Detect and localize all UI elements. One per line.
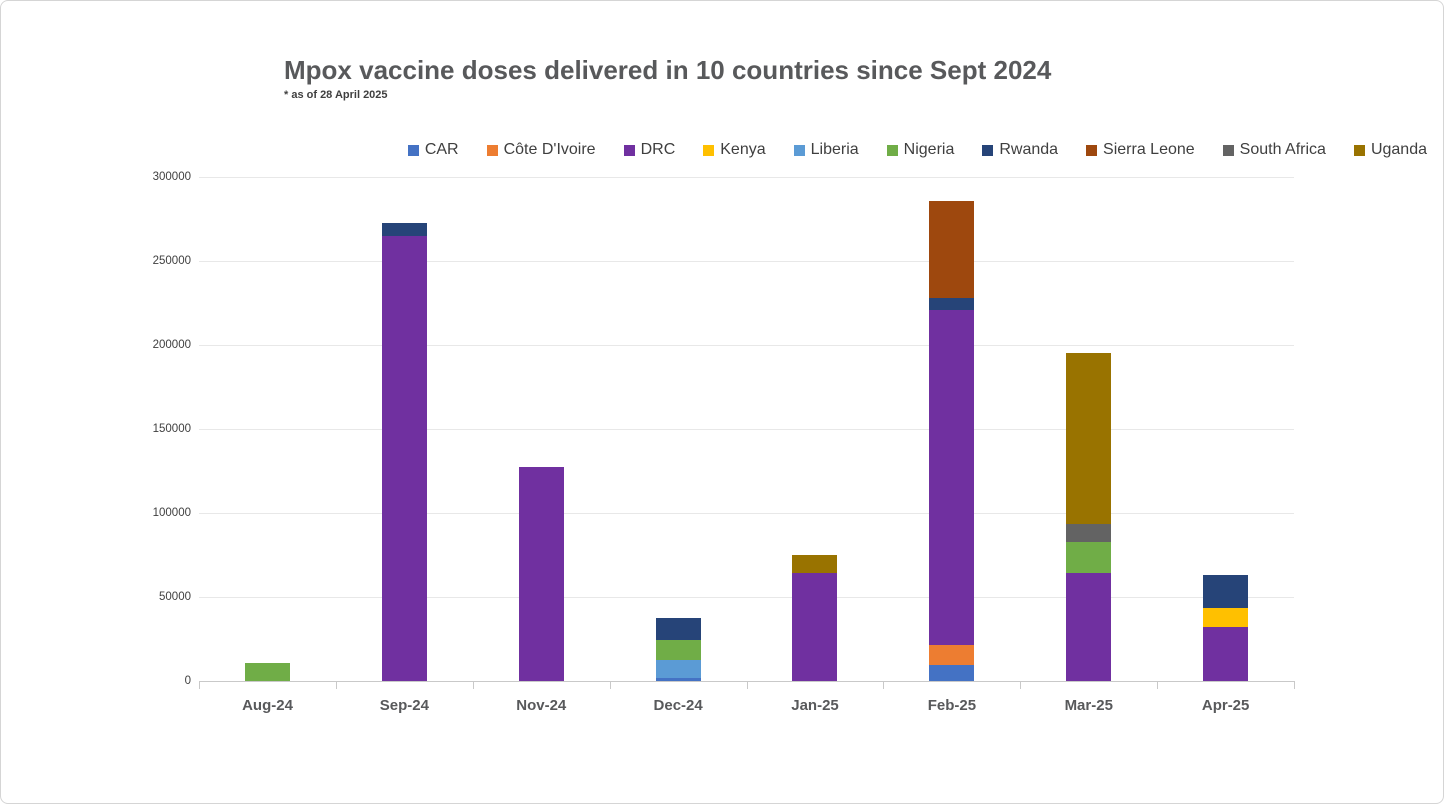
legend-item-nigeria[interactable]: Nigeria bbox=[886, 141, 955, 159]
bar-segment-c-te-d-ivoire-feb-25[interactable] bbox=[929, 644, 975, 666]
bar-segment-uganda-mar-25[interactable] bbox=[1066, 353, 1112, 524]
legend-item-drc[interactable]: DRC bbox=[623, 141, 676, 159]
bar-segment-drc-feb-25[interactable] bbox=[929, 309, 975, 645]
legend-item-liberia[interactable]: Liberia bbox=[793, 141, 859, 159]
bar-segment-drc-nov-24[interactable] bbox=[518, 466, 564, 681]
chart-title: Mpox vaccine doses delivered in 10 count… bbox=[284, 55, 1052, 85]
legend-item-uganda[interactable]: Uganda bbox=[1353, 141, 1427, 159]
y-axis-tick-label: 50000 bbox=[159, 591, 191, 603]
x-axis-tick bbox=[199, 681, 200, 689]
gridline bbox=[199, 261, 1294, 262]
bar-segment-nigeria-dec-24[interactable] bbox=[655, 639, 701, 660]
x-axis-tick bbox=[609, 681, 611, 689]
bar-apr-25 bbox=[1203, 177, 1249, 681]
x-axis-tick bbox=[1157, 681, 1159, 689]
bar-segment-drc-sep-24[interactable] bbox=[381, 235, 427, 681]
legend-item-kenya[interactable]: Kenya bbox=[703, 141, 766, 159]
bar-segment-rwanda-feb-25[interactable] bbox=[929, 297, 975, 310]
x-axis-label-jan-25: Jan-25 bbox=[791, 697, 839, 714]
bar-mar-25 bbox=[1066, 177, 1112, 681]
legend-label: Kenya bbox=[720, 141, 766, 158]
bar-dec-24 bbox=[655, 177, 701, 681]
legend-label: CAR bbox=[424, 141, 459, 158]
legend-label: Rwanda bbox=[999, 141, 1059, 158]
legend-label: Côte D'Ivoire bbox=[503, 141, 596, 158]
legend-swatch-icon bbox=[623, 144, 635, 156]
bar-segment-south-africa-mar-25[interactable] bbox=[1066, 523, 1112, 543]
x-axis-label-feb-25: Feb-25 bbox=[927, 697, 977, 714]
bar-segment-nigeria-mar-25[interactable] bbox=[1066, 542, 1112, 573]
x-axis-tick bbox=[1020, 681, 1022, 689]
gridline bbox=[199, 177, 1294, 178]
legend-label: Liberia bbox=[810, 141, 859, 158]
gridline bbox=[199, 429, 1294, 430]
legend-swatch-icon bbox=[703, 144, 715, 156]
y-axis-tick-label: 200000 bbox=[152, 339, 191, 351]
legend-item-south-africa[interactable]: South Africa bbox=[1222, 141, 1326, 159]
x-axis-tick bbox=[335, 681, 337, 689]
y-axis-tick-label: 150000 bbox=[152, 423, 191, 435]
x-axis-label-sep-24: Sep-24 bbox=[379, 697, 429, 714]
x-axis-tick bbox=[1294, 681, 1295, 689]
bar-segment-drc-mar-25[interactable] bbox=[1066, 572, 1112, 681]
bar-segment-sierra-leone-feb-25[interactable] bbox=[929, 200, 975, 298]
gridline bbox=[199, 513, 1294, 514]
bar-nov-24 bbox=[518, 177, 564, 681]
y-axis-tick-label: 100000 bbox=[152, 507, 191, 519]
legend-swatch-icon bbox=[1222, 144, 1234, 156]
x-axis-label-mar-25: Mar-25 bbox=[1064, 697, 1113, 714]
legend-item-sierra-leone[interactable]: Sierra Leone bbox=[1086, 141, 1195, 159]
bar-segment-rwanda-apr-25[interactable] bbox=[1203, 575, 1249, 608]
legend-swatch-icon bbox=[793, 144, 805, 156]
legend-swatch-icon bbox=[1353, 144, 1365, 156]
bar-segment-drc-jan-25[interactable] bbox=[792, 572, 838, 681]
x-axis-label-dec-24: Dec-24 bbox=[653, 697, 703, 714]
bar-segment-drc-apr-25[interactable] bbox=[1203, 627, 1249, 681]
bar-segment-uganda-jan-25[interactable] bbox=[792, 555, 838, 573]
bar-segment-car-feb-25[interactable] bbox=[929, 665, 975, 681]
legend: CAR Côte D'Ivoire DRC Kenya Liberia Nigeria Rw… bbox=[1, 141, 1427, 159]
bar-sep-24 bbox=[381, 177, 427, 681]
legend-label: DRC bbox=[640, 141, 676, 158]
legend-swatch-icon bbox=[886, 144, 898, 156]
x-axis-tick bbox=[472, 681, 474, 689]
legend-label: Sierra Leone bbox=[1103, 141, 1195, 158]
y-axis-tick-label: 300000 bbox=[152, 171, 191, 183]
legend-label: Uganda bbox=[1370, 141, 1427, 158]
legend-item-rwanda[interactable]: Rwanda bbox=[982, 141, 1058, 159]
bar-segment-car-dec-24[interactable] bbox=[655, 677, 701, 681]
legend-swatch-icon bbox=[407, 144, 419, 156]
y-axis-tick-label: 0 bbox=[184, 675, 191, 687]
bar-feb-25 bbox=[929, 177, 975, 681]
bar-segment-kenya-apr-25[interactable] bbox=[1203, 607, 1249, 628]
bar-segment-rwanda-sep-24[interactable] bbox=[381, 223, 427, 236]
gridline bbox=[199, 345, 1294, 346]
legend-label: Nigeria bbox=[903, 141, 955, 158]
bar-jan-25 bbox=[792, 177, 838, 681]
bar-segment-rwanda-dec-24[interactable] bbox=[655, 618, 701, 640]
x-axis-label-nov-24: Nov-24 bbox=[516, 697, 567, 714]
x-axis-tick bbox=[746, 681, 748, 689]
x-axis-label-apr-25: Apr-25 bbox=[1201, 697, 1250, 714]
legend-swatch-icon bbox=[982, 144, 994, 156]
bar-aug-24 bbox=[244, 177, 290, 681]
bar-segment-nigeria-aug-24[interactable] bbox=[244, 663, 290, 681]
legend-item-c-te-d-ivoire[interactable]: Côte D'Ivoire bbox=[486, 141, 596, 159]
legend-swatch-icon bbox=[486, 144, 498, 156]
y-axis-tick-label: 250000 bbox=[152, 255, 191, 267]
x-axis-tick bbox=[883, 681, 885, 689]
chart-subtitle: * as of 28 April 2025 bbox=[284, 89, 388, 101]
legend-label: South Africa bbox=[1239, 141, 1326, 158]
gridline bbox=[199, 597, 1294, 598]
x-axis-label-aug-24: Aug-24 bbox=[242, 697, 293, 714]
legend-item-car[interactable]: CAR bbox=[407, 141, 459, 159]
legend-swatch-icon bbox=[1086, 144, 1098, 156]
bar-segment-liberia-dec-24[interactable] bbox=[655, 660, 701, 678]
